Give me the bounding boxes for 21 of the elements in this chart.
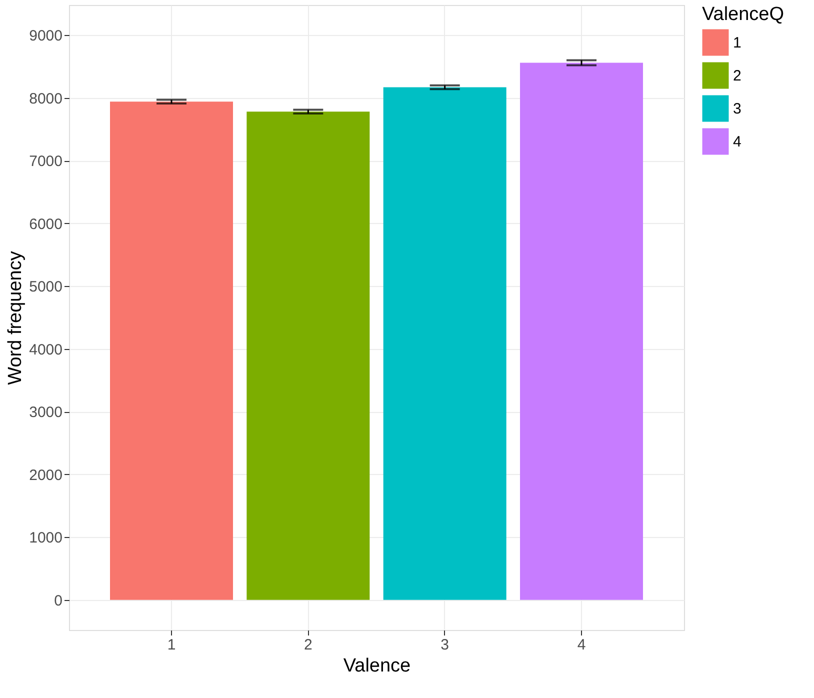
y-tick-label: 8000 — [29, 90, 62, 108]
y-tick-label: 4000 — [29, 341, 62, 358]
y-tick-label: 3000 — [29, 404, 62, 422]
y-axis-title: Word frequency — [5, 250, 26, 385]
x-tick-label: 2 — [304, 636, 312, 654]
x-tick-label: 1 — [167, 636, 176, 654]
y-tick-label: 2000 — [29, 466, 62, 484]
y-tick-label: 7000 — [29, 153, 62, 170]
legend-label: 1 — [733, 34, 742, 52]
y-tick-label: 5000 — [29, 278, 62, 296]
x-axis-title: Valence — [343, 656, 411, 676]
legend-title: ValenceQ — [702, 4, 784, 25]
y-tick-label: 9000 — [29, 28, 62, 45]
x-tick-label: 3 — [440, 636, 450, 654]
legend-label: 3 — [733, 100, 742, 118]
y-tick-label: 0 — [54, 592, 62, 610]
legend-label: 2 — [733, 68, 742, 84]
y-tick-label: 6000 — [29, 216, 62, 233]
y-tick-label: 1000 — [29, 530, 62, 547]
legend-label: 4 — [733, 134, 742, 150]
x-tick-label: 4 — [577, 636, 586, 654]
